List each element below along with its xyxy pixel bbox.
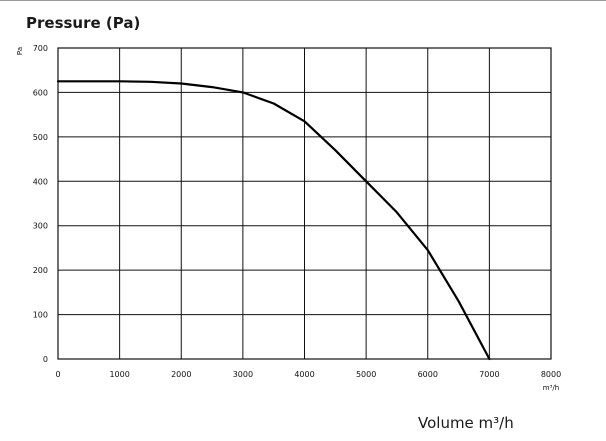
x-tick-label: 5000 <box>356 370 376 379</box>
chart-title: Pressure (Pa) <box>26 14 141 32</box>
x-tick-label: 3000 <box>233 370 253 379</box>
x-tick-label: 8000 <box>541 370 561 379</box>
y-tick-label: 0 <box>43 355 48 364</box>
y-tick-label: 600 <box>33 88 48 97</box>
x-tick-label: 4000 <box>294 370 314 379</box>
x-tick-label: 1000 <box>109 370 129 379</box>
x-axis-unit-label: m³/h <box>543 384 559 392</box>
y-axis-label: Pa <box>16 47 24 55</box>
volume-caption: Volume m³/h <box>418 414 514 432</box>
x-tick-label: 2000 <box>171 370 191 379</box>
x-tick-label: 7000 <box>479 370 499 379</box>
x-tick-label: 6000 <box>418 370 438 379</box>
y-tick-label: 700 <box>33 44 48 53</box>
y-tick-label: 300 <box>33 222 48 231</box>
pressure-curve-line <box>56 80 491 361</box>
y-tick-label: 100 <box>33 311 48 320</box>
y-tick-label: 500 <box>33 133 48 142</box>
y-tick-label: 400 <box>33 177 48 186</box>
plot-frame <box>57 47 552 360</box>
top-border-line <box>0 0 606 1</box>
x-tick-label: 0 <box>55 370 60 379</box>
y-tick-label: 200 <box>33 266 48 275</box>
